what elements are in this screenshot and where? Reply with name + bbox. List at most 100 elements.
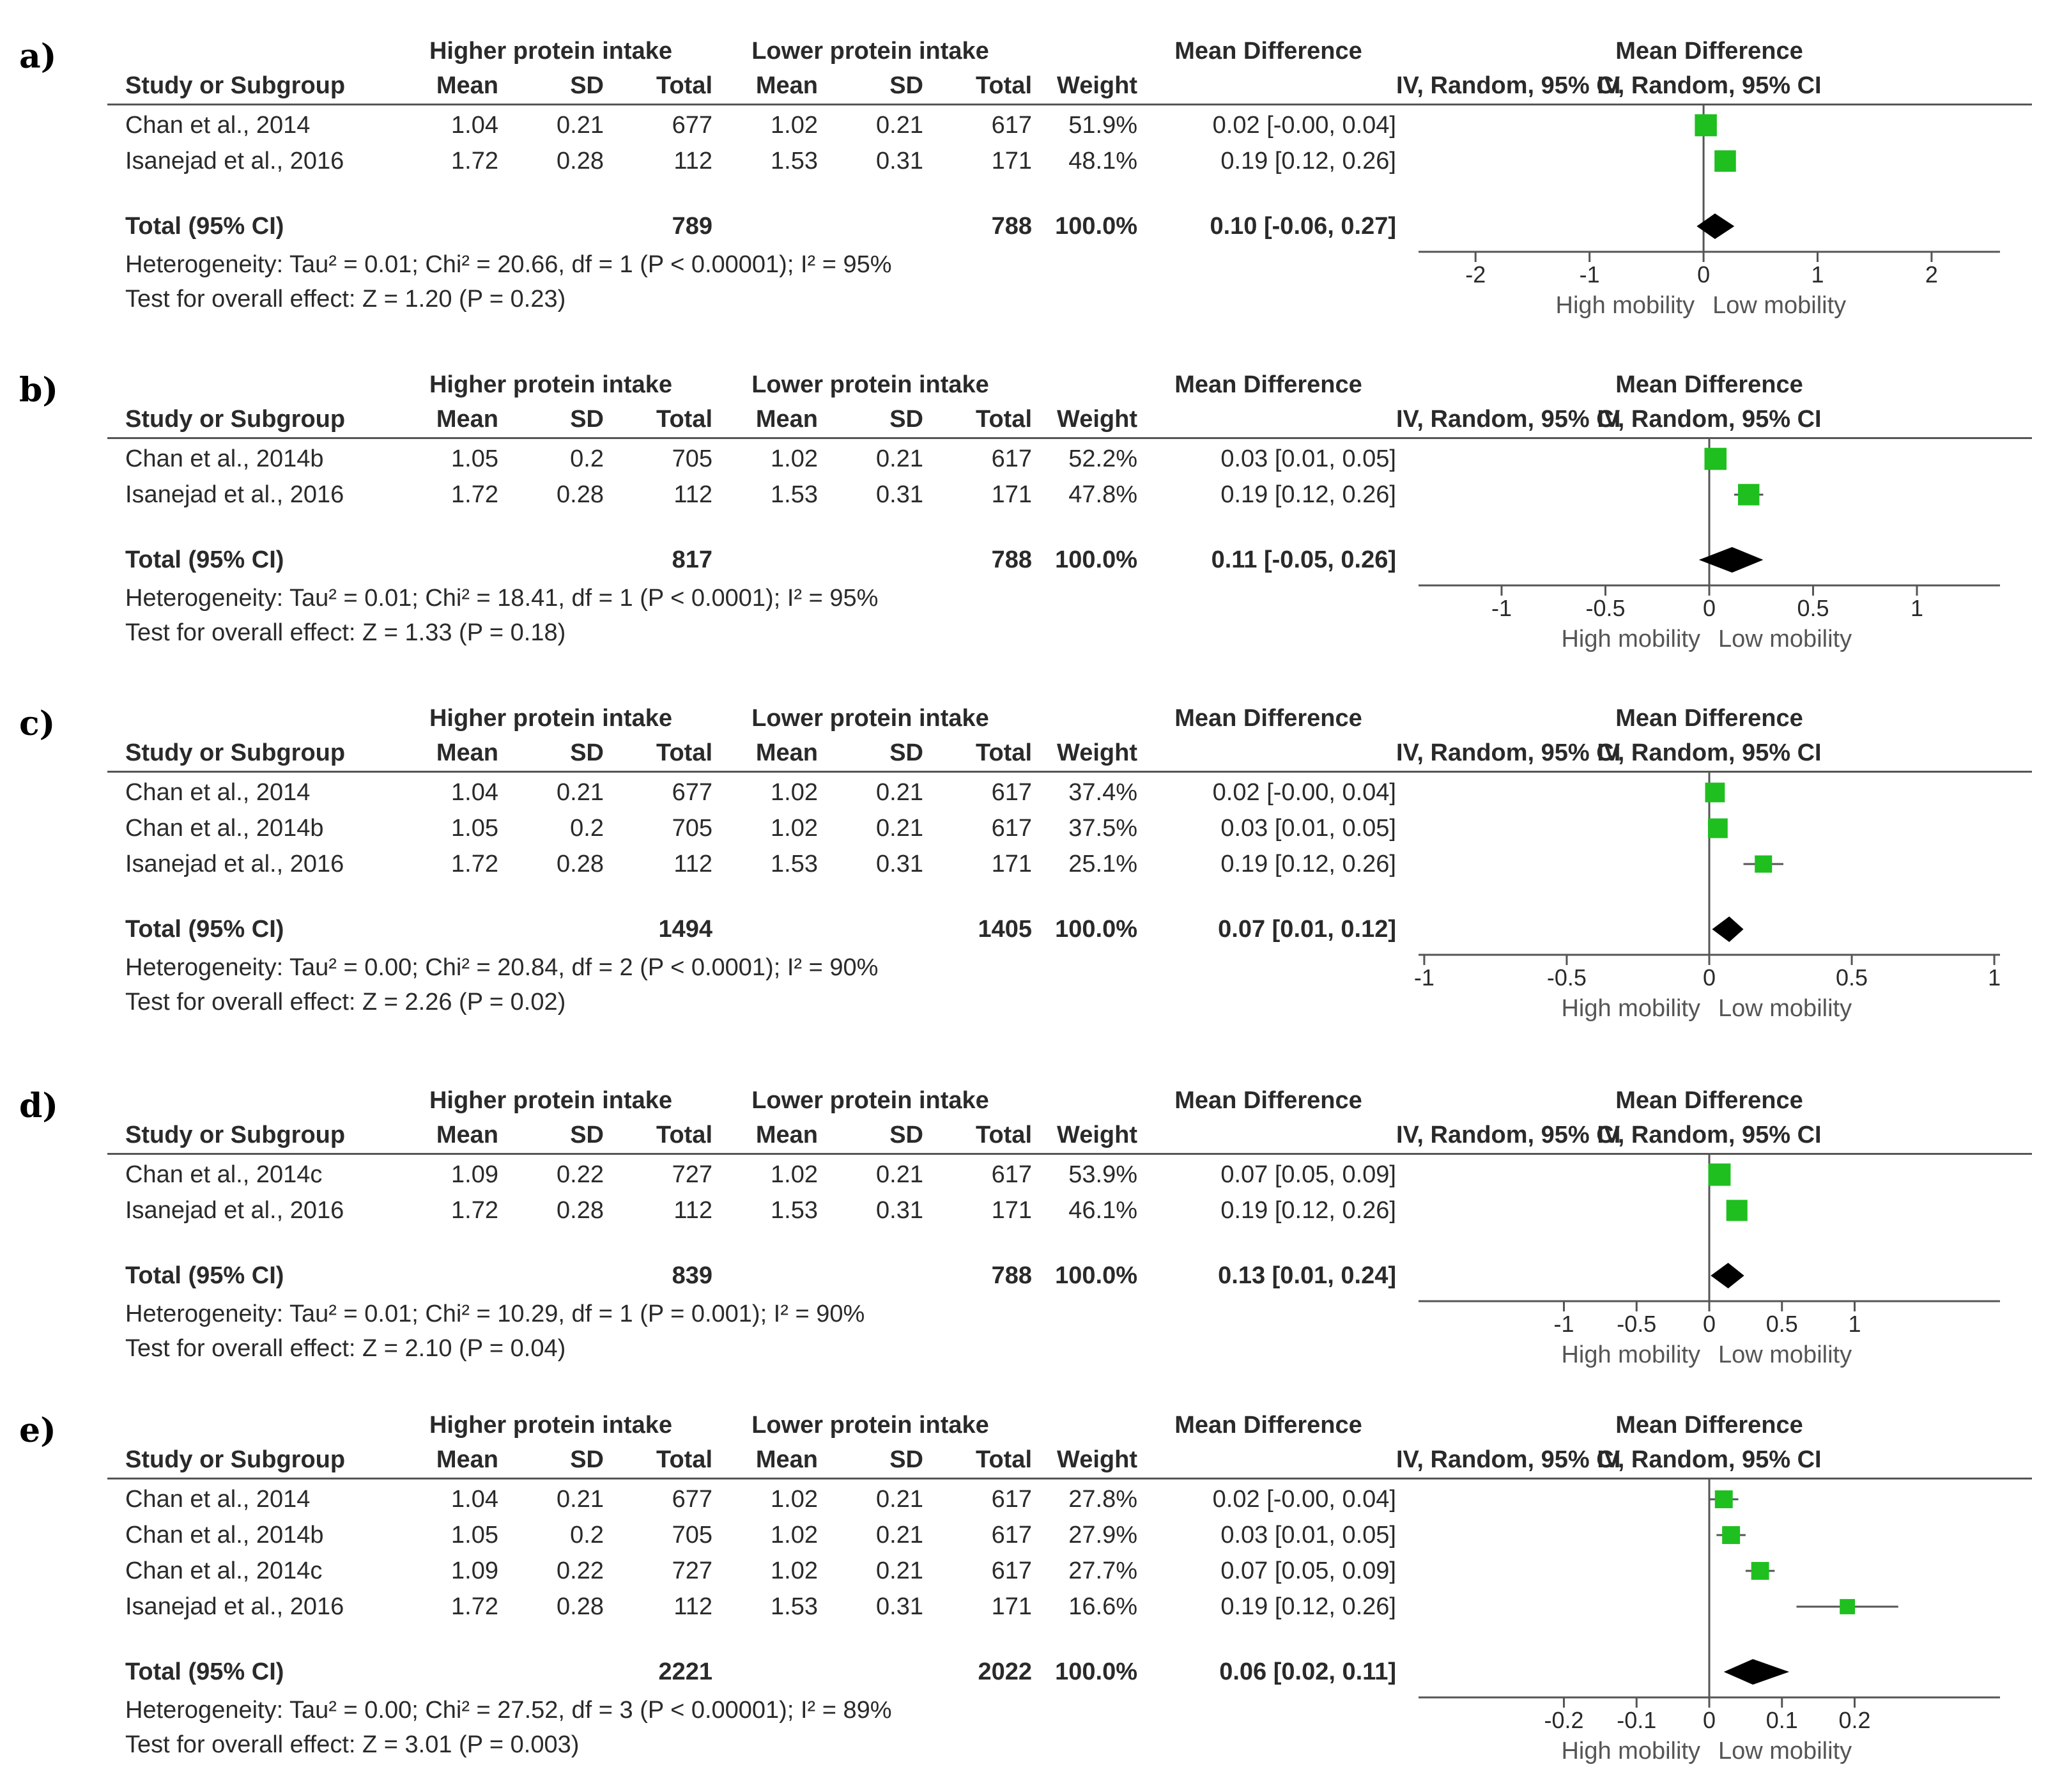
mean2-header: Mean [755, 406, 818, 433]
total-label: Total (95% CI) [125, 1658, 284, 1685]
study-square [1714, 150, 1736, 172]
mean1-value: 1.04 [451, 779, 498, 806]
mean1-header: Mean [436, 1446, 498, 1473]
total1-header: Total [656, 739, 712, 766]
total1-header: Total [656, 406, 712, 433]
header-rule [107, 1478, 2032, 1479]
sd2-value: 0.31 [876, 851, 923, 877]
study-square [1737, 484, 1760, 506]
ci-value: 0.19 [0.12, 0.26] [1220, 1593, 1396, 1620]
total2-value: 171 [991, 148, 1032, 174]
mean1-header: Mean [436, 406, 498, 433]
study-header: Study or Subgroup [125, 72, 346, 99]
mean1-value: 1.05 [451, 1522, 498, 1549]
mean1-value: 1.72 [451, 481, 498, 508]
group2-header: Lower protein intake [751, 371, 989, 398]
favours-right-label: Low mobility [1718, 995, 1852, 1022]
ci-value: 0.02 [-0.00, 0.04] [1212, 779, 1396, 806]
favours-left-label: High mobility [1561, 626, 1700, 653]
mean2-value: 1.02 [771, 1557, 818, 1584]
total2-value: 171 [991, 1197, 1032, 1224]
x-tick-label: -2 [1465, 261, 1486, 288]
weight-header: Weight [1057, 72, 1137, 99]
sd2-value: 0.21 [876, 779, 923, 806]
x-tick-label: 0.5 [1766, 1311, 1798, 1337]
weight-value: 48.1% [1068, 148, 1137, 174]
md-method-header: IV, Random, 95% CI [1396, 1122, 1621, 1148]
overall-effect-text: Test for overall effect: Z = 2.10 (P = 0… [125, 1335, 566, 1362]
sd1-value: 0.28 [557, 481, 604, 508]
total2-value: 171 [991, 851, 1032, 877]
x-tick-label: -0.2 [1544, 1707, 1583, 1733]
study-name: Chan et al., 2014b [125, 1522, 324, 1549]
sd1-value: 0.28 [557, 1593, 604, 1620]
sd1-value: 0.2 [570, 445, 604, 472]
total2-sum: 2022 [978, 1658, 1032, 1685]
weight-header: Weight [1057, 739, 1137, 766]
group1-header: Higher protein intake [429, 1087, 673, 1114]
total-ci: 0.07 [0.01, 0.12] [1218, 916, 1396, 943]
header-rule [107, 104, 2032, 105]
ci-value: 0.03 [0.01, 0.05] [1220, 445, 1396, 472]
sd1-value: 0.22 [557, 1557, 604, 1584]
x-tick-label: 1 [1988, 964, 2001, 991]
x-tick-label: -0.1 [1617, 1707, 1656, 1733]
sd2-value: 0.31 [876, 148, 923, 174]
header-rule [107, 1153, 2032, 1155]
mean2-value: 1.02 [771, 1161, 818, 1188]
pooled-diamond [1696, 213, 1735, 239]
ci-value: 0.07 [0.05, 0.09] [1220, 1557, 1396, 1584]
x-tick-label: -1 [1491, 595, 1512, 621]
total1-value: 112 [673, 1593, 712, 1620]
study-square [1708, 1163, 1731, 1186]
x-tick-label: 0.1 [1766, 1707, 1798, 1733]
x-tick-label: 0 [1697, 261, 1710, 288]
x-tick-label: 0 [1703, 1311, 1716, 1337]
study-square [1840, 1599, 1856, 1614]
mean2-value: 1.02 [771, 112, 818, 139]
forest-plot-svg: -0.2 -0.1 0 0.1 0.2 High mobility Low mobility [1419, 1479, 2000, 1765]
total1-sum: 2221 [658, 1658, 712, 1685]
study-name: Isanejad et al., 2016 [125, 1197, 344, 1224]
sd1-value: 0.21 [557, 112, 604, 139]
panel-letter: a) [19, 37, 57, 76]
group2-header: Lower protein intake [751, 38, 989, 65]
total-weight: 100.0% [1055, 213, 1137, 240]
total2-header: Total [976, 1122, 1032, 1148]
total2-value: 617 [991, 445, 1032, 472]
sd2-header: SD [889, 406, 923, 433]
study-name: Chan et al., 2014 [125, 1486, 311, 1513]
heterogeneity-text: Heterogeneity: Tau² = 0.01; Chi² = 20.66… [125, 251, 892, 278]
weight-value: 16.6% [1068, 1593, 1137, 1620]
total2-header: Total [976, 406, 1032, 433]
mean1-header: Mean [436, 1122, 498, 1148]
heterogeneity-text: Heterogeneity: Tau² = 0.00; Chi² = 27.52… [125, 1697, 892, 1724]
study-header: Study or Subgroup [125, 1122, 346, 1148]
sd2-value: 0.21 [876, 1522, 923, 1549]
total-ci: 0.13 [0.01, 0.24] [1218, 1262, 1396, 1289]
favours-right-label: Low mobility [1712, 292, 1846, 319]
sd1-header: SD [570, 739, 604, 766]
mean1-value: 1.72 [451, 851, 498, 877]
plot-method-header: IV, Random, 95% CI [1597, 1122, 1822, 1148]
favours-left-label: High mobility [1561, 1738, 1700, 1765]
ci-value: 0.03 [0.01, 0.05] [1220, 815, 1396, 842]
study-name: Isanejad et al., 2016 [125, 481, 344, 508]
total2-header: Total [976, 1446, 1032, 1473]
plot-title-header: Mean Difference [1615, 38, 1803, 65]
weight-value: 52.2% [1068, 445, 1137, 472]
sd2-value: 0.21 [876, 112, 923, 139]
sd1-value: 0.22 [557, 1161, 604, 1188]
x-tick-label: -0.5 [1585, 595, 1625, 621]
total1-value: 727 [672, 1161, 712, 1188]
favours-left-label: High mobility [1561, 1341, 1700, 1368]
md-method-header: IV, Random, 95% CI [1396, 1446, 1621, 1473]
ci-value: 0.19 [0.12, 0.26] [1220, 851, 1396, 877]
heterogeneity-text: Heterogeneity: Tau² = 0.00; Chi² = 20.84… [125, 954, 879, 981]
group2-header: Lower protein intake [751, 705, 989, 732]
group1-header: Higher protein intake [429, 371, 673, 398]
header-rule [107, 437, 2032, 439]
total2-value: 617 [991, 1486, 1032, 1513]
group1-header: Higher protein intake [429, 1412, 673, 1439]
study-name: Chan et al., 2014c [125, 1557, 323, 1584]
